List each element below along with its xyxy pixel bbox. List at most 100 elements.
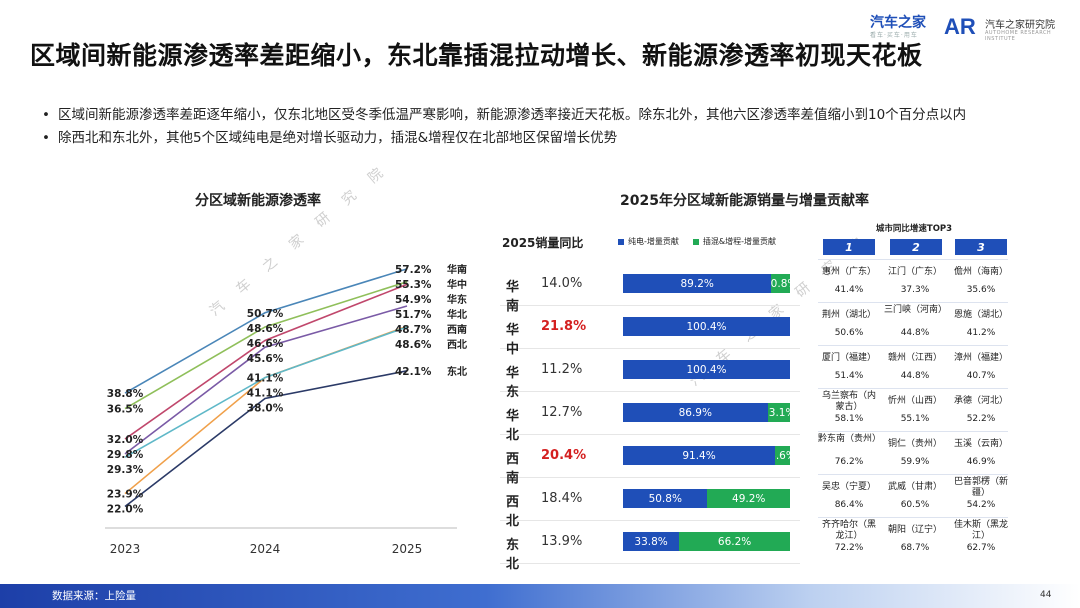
top3-growth-value: 59.9% — [900, 457, 930, 467]
series-name-label: 华南 — [447, 263, 467, 276]
top3-city: 乌兰察布（内蒙古） — [821, 391, 876, 412]
top3-growth-value: 60.5% — [900, 500, 930, 510]
data-label: 41.1% — [247, 373, 284, 385]
data-label: 42.1% — [395, 366, 432, 378]
top3-city: 佳木斯（黑龙江） — [953, 520, 1008, 541]
legend-swatch-bev — [618, 238, 624, 245]
research-logo-icon: AR — [944, 14, 976, 39]
series-name-label: 西南 — [447, 323, 467, 336]
data-source: 数据来源：上险量 — [52, 590, 136, 602]
top3-growth-value: 41.4% — [834, 285, 864, 295]
data-label: 54.9% — [395, 294, 432, 306]
top3-city: 武威（甘肃） — [887, 482, 942, 492]
top3-row-divider — [818, 302, 1008, 303]
top3-growth-value: 44.8% — [900, 371, 930, 381]
top3-city: 恩施（湖北） — [953, 310, 1008, 320]
data-label: 38.0% — [247, 403, 284, 415]
bar-segment-bev: 100.4% — [623, 360, 790, 379]
yoy-value: 20.4% — [541, 448, 587, 463]
series-line-西北 — [124, 326, 408, 458]
data-label: 48.7% — [395, 324, 432, 336]
yoy-value: 13.9% — [541, 534, 583, 549]
top3-city: 漳州（福建） — [953, 353, 1008, 363]
bar-segment-bev: 86.9% — [623, 403, 768, 422]
yoy-header: 2025销量同比 — [502, 236, 584, 250]
top3-growth-value: 68.7% — [900, 543, 930, 553]
x-tick-label: 2025 — [392, 542, 423, 556]
bar-segment-phev: 49.2% — [707, 489, 790, 508]
top3-growth-value: 50.6% — [834, 328, 864, 338]
row-divider — [500, 520, 800, 521]
data-label: 36.5% — [107, 404, 144, 416]
rank-1-badge: 1 — [823, 239, 875, 255]
top3-row-divider — [818, 259, 1008, 260]
data-label: 23.9% — [107, 489, 144, 501]
top3-city: 玉溪（云南） — [953, 439, 1008, 449]
row-divider — [500, 434, 800, 435]
yoy-value: 21.8% — [541, 319, 587, 334]
top3-row-divider — [818, 388, 1008, 389]
top3-city: 巴音郭楞（新疆） — [953, 477, 1008, 498]
autohome-logo: 汽车之家 — [870, 15, 926, 31]
yoy-value: 18.4% — [541, 491, 583, 506]
top3-row-divider — [818, 517, 1008, 518]
bullet-dot-icon: • — [42, 130, 50, 146]
row-divider — [500, 305, 800, 306]
bar-segment-bev: 91.4% — [623, 446, 776, 465]
page-number: 44 — [1040, 590, 1052, 600]
top3-growth-value: 58.1% — [834, 414, 864, 424]
top3-growth-value: 46.9% — [966, 457, 996, 467]
bar-category-label: 华北 — [506, 409, 520, 443]
top3-growth-value: 86.4% — [834, 500, 864, 510]
top3-city: 承德（河北） — [953, 396, 1008, 406]
top3-city: 朝阳（辽宁） — [887, 525, 942, 535]
bar-segment-phev: 66.2% — [679, 532, 790, 551]
bar-chart-title: 2025年分区域新能源销量与增量贡献率 — [620, 193, 869, 209]
top3-growth-value: 54.2% — [966, 500, 996, 510]
row-divider — [500, 477, 800, 478]
bullet-item: • 区域间新能源渗透率差距逐年缩小，仅东北地区受冬季低温严寒影响，新能源渗透率接近… — [42, 107, 967, 123]
data-label: 45.6% — [247, 353, 284, 365]
top3-city: 赣州（江西） — [887, 353, 942, 363]
data-label: 46.6% — [247, 338, 284, 350]
bar-category-label: 西南 — [506, 452, 520, 486]
bar-segment-phev: 8.6% — [775, 446, 790, 465]
top3-city: 荆州（湖北） — [821, 310, 876, 320]
top3-city: 吴忠（宁夏） — [821, 482, 876, 492]
rank-2-badge: 2 — [890, 239, 942, 255]
series-line-华中 — [124, 280, 408, 410]
yoy-value: 11.2% — [541, 362, 583, 377]
research-logo-text: 汽车之家研究院 — [985, 20, 1055, 31]
bar-segment-bev: 89.2% — [623, 274, 772, 293]
top3-city: 惠州（广东） — [821, 267, 876, 277]
data-label: 38.8% — [107, 388, 144, 400]
data-label: 48.6% — [247, 323, 284, 335]
series-name-label: 西北 — [447, 338, 467, 351]
research-logo-sub: AUTOHOME RESEARCH INSTITUTE — [985, 30, 1052, 42]
bar-category-label: 华东 — [506, 366, 520, 400]
bar-category-label: 西北 — [506, 495, 520, 529]
top3-growth-value: 72.2% — [834, 543, 864, 553]
legend-label-bev: 纯电-增量贡献 — [628, 237, 679, 246]
series-line-华北 — [124, 305, 408, 455]
footer-bar — [0, 584, 1080, 608]
bar-segment-bev: 50.8% — [623, 489, 708, 508]
top3-city: 忻州（山西） — [887, 396, 942, 406]
bar-category-label: 华中 — [506, 323, 520, 357]
data-label: 32.0% — [107, 434, 144, 446]
bar-segment-bev: 100.4% — [623, 317, 790, 336]
bullet-dot-icon: • — [42, 107, 50, 123]
top3-city: 铜仁（贵州） — [887, 439, 942, 449]
bullet-list: • 区域间新能源渗透率差距逐年缩小，仅东北地区受冬季低温严寒影响，新能源渗透率接近… — [42, 106, 1048, 152]
bar-segment-phev: 13.1% — [767, 403, 790, 422]
top3-city: 三门峡（河南） — [884, 305, 948, 315]
top3-growth-value: 37.3% — [900, 285, 930, 295]
data-label: 22.0% — [107, 504, 144, 516]
top3-growth-value: 44.8% — [900, 328, 930, 338]
top3-city: 厦门（福建） — [821, 353, 876, 363]
data-label: 55.3% — [395, 279, 432, 291]
top3-city: 江门（广东） — [887, 267, 942, 277]
top3-growth-value: 51.4% — [834, 371, 864, 381]
series-line-东北 — [124, 370, 408, 508]
bar-segment-bev: 33.8% — [623, 532, 680, 551]
